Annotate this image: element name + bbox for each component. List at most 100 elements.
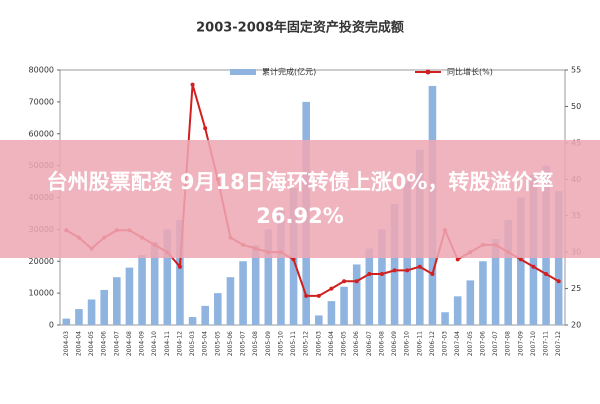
line-marker — [329, 286, 334, 291]
x-tick-label: 2006-03 — [315, 331, 322, 356]
line-marker — [392, 268, 397, 273]
banner-text: 台州股票配资 9月18日海环转债上涨0%，转股溢价率26.92% — [46, 170, 554, 228]
x-tick-label: 2004-07 — [113, 331, 120, 356]
bar — [315, 315, 323, 325]
y2-tick-label: 25 — [571, 284, 581, 293]
line-marker — [291, 257, 296, 262]
y-tick-label: 80000 — [29, 66, 54, 75]
x-tick-label: 2007-07 — [492, 331, 499, 356]
x-tick-label: 2006-09 — [391, 331, 398, 356]
bar — [201, 305, 209, 325]
bar — [504, 219, 512, 325]
bar — [352, 264, 361, 325]
legend-label: 同比增长(%) — [447, 67, 493, 77]
bar — [491, 238, 500, 325]
chart-title: 2003-2008年固定资产投资完成额 — [196, 20, 404, 36]
y2-tick-label: 20 — [571, 321, 581, 330]
bar — [163, 229, 172, 325]
x-tick-label: 2004-05 — [88, 331, 95, 356]
x-tick-label: 2006-05 — [341, 331, 348, 356]
x-tick-label: 2006-08 — [378, 331, 385, 356]
x-tick-label: 2006-11 — [416, 331, 423, 356]
line-marker — [405, 268, 410, 273]
bar — [214, 293, 222, 325]
line-marker — [417, 264, 422, 269]
bar — [327, 301, 336, 325]
x-tick-label: 2007-04 — [454, 331, 461, 356]
line-marker — [379, 272, 384, 276]
bar — [100, 289, 108, 325]
y-tick-label: 70000 — [29, 97, 54, 106]
x-tick-label: 2005-06 — [227, 331, 234, 356]
x-tick-label: 2004-12 — [176, 331, 183, 356]
bar — [251, 245, 260, 325]
x-tick-label: 2004-11 — [164, 331, 171, 356]
line-marker — [304, 293, 309, 298]
x-tick-label: 2005-05 — [214, 331, 221, 356]
bar — [340, 286, 348, 325]
bar — [453, 296, 462, 325]
x-tick-label: 2006-04 — [328, 331, 335, 356]
x-tick-label: 2006-12 — [429, 331, 436, 356]
x-tick-label: 2005-04 — [202, 331, 209, 356]
line-marker — [556, 279, 561, 284]
line-marker — [354, 279, 359, 284]
y2-tick-label: 50 — [571, 102, 581, 111]
x-tick-label: 2006-06 — [353, 331, 360, 356]
bar — [188, 317, 197, 325]
x-tick-label: 2007-05 — [467, 331, 474, 356]
x-tick-label: 2007-08 — [505, 331, 512, 356]
bar — [264, 229, 273, 325]
bar — [365, 248, 374, 325]
x-tick-label: 2007-12 — [555, 331, 562, 356]
x-tick-label: 2007-03 — [442, 331, 449, 356]
bar — [125, 267, 134, 325]
line-marker — [455, 257, 460, 262]
x-tick-label: 2004-09 — [139, 331, 146, 356]
x-tick-label: 2005-08 — [252, 331, 259, 356]
y-tick-label: 0 — [49, 321, 54, 330]
bar — [226, 277, 235, 325]
y-tick-label: 20000 — [29, 257, 54, 266]
bar — [62, 318, 71, 325]
x-tick-label: 2005-03 — [189, 331, 196, 356]
x-tick-label: 2005-11 — [290, 331, 297, 356]
x-tick-label: 2006-07 — [366, 331, 373, 356]
x-tick-label: 2007-06 — [479, 331, 486, 356]
bar — [239, 261, 247, 325]
y-tick-label: 60000 — [29, 129, 54, 138]
x-tick-label: 2004-10 — [151, 331, 158, 356]
x-tick-label: 2004-04 — [75, 331, 82, 356]
line-marker — [203, 126, 208, 131]
x-tick-label: 2005-10 — [277, 331, 284, 356]
x-tick-label: 2006-10 — [404, 331, 411, 356]
x-tick-label: 2007-10 — [530, 331, 537, 356]
bar — [277, 210, 285, 325]
x-tick-label: 2007-11 — [543, 331, 550, 356]
line-marker — [531, 264, 536, 269]
legend-label: 累计完成(亿元) — [262, 67, 316, 77]
line-marker — [177, 264, 182, 269]
bar — [554, 191, 563, 325]
x-tick-label: 2004-03 — [63, 331, 70, 356]
line-marker — [316, 293, 321, 298]
bar — [479, 261, 487, 325]
bar — [378, 229, 386, 325]
x-tick-label: 2005-09 — [265, 331, 272, 356]
x-tick-label: 2004-06 — [101, 331, 108, 356]
legend-marker — [425, 69, 431, 75]
y-tick-label: 10000 — [29, 289, 54, 298]
bar — [176, 219, 184, 325]
banner: 台州股票配资 9月18日海环转债上涨0%，转股溢价率26.92% — [0, 140, 600, 258]
line-marker — [190, 82, 195, 87]
x-tick-label: 2005-07 — [240, 331, 247, 356]
line-marker — [430, 272, 435, 276]
legend-swatch — [230, 69, 256, 75]
y2-tick-label: 55 — [571, 66, 581, 75]
bar — [466, 280, 475, 325]
bar — [75, 309, 83, 325]
bar — [87, 299, 96, 325]
bar — [150, 242, 159, 325]
bar — [390, 203, 399, 325]
